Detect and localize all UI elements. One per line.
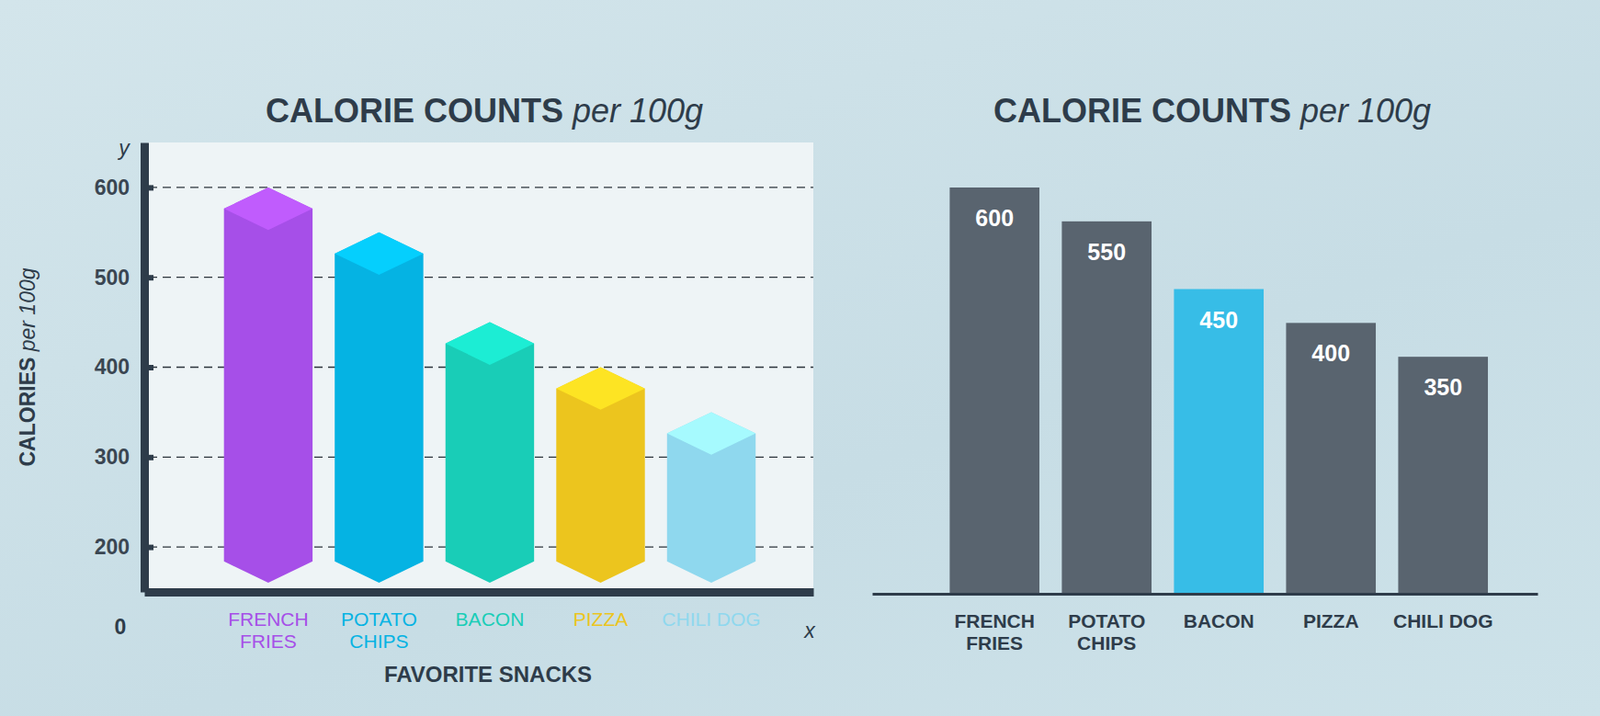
x-tick: POTATOCHIPS bbox=[340, 608, 418, 652]
y-tick: 600 bbox=[94, 175, 154, 200]
plot-background bbox=[147, 142, 814, 592]
data-label: 450 bbox=[1199, 306, 1238, 333]
annotation: 0 bbox=[114, 614, 127, 639]
tick-label-line: CHIPS bbox=[1077, 632, 1136, 654]
y-tick-mark bbox=[144, 274, 154, 281]
x-tick-label: POTATOCHIPS bbox=[340, 608, 418, 652]
chart-panel: CALORIE COUNTS per 100g FRENCHFRIES POTATO… bbox=[15, 91, 817, 687]
y-tick-label: 400 bbox=[94, 354, 130, 379]
x-tick: CHILI DOG bbox=[1393, 610, 1494, 632]
tick-label-line: POTATO bbox=[1067, 610, 1146, 632]
text-strong: CALORIE COUNTS bbox=[265, 91, 564, 130]
text-strong: CALORIE COUNTS bbox=[993, 91, 1292, 130]
data-label: 550 bbox=[1087, 238, 1126, 265]
y-tick-mark bbox=[144, 364, 154, 371]
chart-title: CALORIE COUNTS per 100g bbox=[993, 91, 1431, 130]
x-tick: PIZZA bbox=[573, 608, 629, 630]
x-tick-label: FRENCHFRIES bbox=[227, 608, 309, 652]
x-axis: FRENCHFRIES POTATOCHIPS BACON PIZZA CHILI DO… bbox=[873, 594, 1539, 655]
bar-cap bbox=[667, 411, 756, 454]
tick-label-line: FRIES bbox=[239, 630, 297, 652]
y-tick-mark bbox=[144, 454, 154, 461]
x-tick-label: FRENCHFRIES bbox=[953, 610, 1035, 654]
y-axis: 200 300 400 500 600 bbox=[94, 143, 154, 593]
y-tick: 400 bbox=[94, 354, 154, 379]
chart-canvas: CALORIE COUNTS per 100gFRENCHFRIESPOTATO… bbox=[0, 0, 1600, 716]
x-tick: FRENCHFRIES bbox=[227, 608, 309, 652]
bar-cap bbox=[556, 367, 645, 410]
x-tick: POTATOCHIPS bbox=[1067, 610, 1146, 654]
y-tick-label: 500 bbox=[94, 265, 130, 290]
tick-label-line: POTATO bbox=[340, 608, 418, 630]
bar bbox=[224, 187, 313, 583]
x-tick: BACON bbox=[1183, 610, 1255, 632]
tick-label-line: FRENCH bbox=[227, 608, 309, 630]
y-tick-label: 300 bbox=[94, 444, 130, 469]
bar-cap bbox=[224, 187, 313, 230]
text-italic: per 100g bbox=[563, 91, 704, 130]
x-tick-label: BACON bbox=[455, 608, 525, 630]
bar bbox=[667, 411, 756, 583]
y-tick-label: 200 bbox=[94, 534, 130, 559]
x-tick: PIZZA bbox=[1303, 610, 1360, 632]
x-tick-label: PIZZA bbox=[1303, 610, 1360, 632]
bar-cap bbox=[445, 322, 534, 365]
x-axis-line bbox=[145, 588, 815, 597]
tick-label-line: FRENCH bbox=[953, 610, 1035, 632]
text-italic: per 100g bbox=[1291, 91, 1431, 130]
bar bbox=[445, 322, 534, 583]
bar-cap bbox=[334, 232, 423, 275]
tick-label-line: FRIES bbox=[965, 632, 1023, 654]
data-label: 400 bbox=[1311, 340, 1351, 366]
y-tick-mark bbox=[144, 544, 154, 551]
x-axis-title: FAVORITE SNACKS bbox=[384, 661, 592, 687]
text-strong: CALORIES bbox=[15, 357, 40, 467]
y-tick: 500 bbox=[94, 265, 154, 290]
bar bbox=[1397, 356, 1488, 594]
annotation: x bbox=[803, 618, 817, 643]
y-tick: 200 bbox=[94, 534, 154, 559]
x-axis: FRENCHFRIES POTATOCHIPS BACON PIZZA CHILI DO… bbox=[145, 592, 815, 653]
annotation: y bbox=[116, 136, 131, 160]
tick-label-line: CHIPS bbox=[349, 630, 409, 652]
bar bbox=[1061, 221, 1152, 594]
bar bbox=[1285, 322, 1376, 594]
x-tick: BACON bbox=[455, 608, 525, 630]
chart-panel: CALORIE COUNTS per 100g 600 550 450 400 350 FR… bbox=[873, 91, 1539, 654]
bar bbox=[1173, 289, 1264, 595]
x-tick-label: CHILI DOG bbox=[1393, 610, 1494, 632]
bar bbox=[949, 187, 1040, 594]
x-tick-label: CHILI DOG bbox=[661, 608, 761, 630]
y-axis-title: CALORIES per 100g bbox=[15, 267, 40, 466]
x-tick-label: BACON bbox=[1183, 610, 1255, 632]
chart-title: CALORIE COUNTS per 100g bbox=[265, 91, 704, 130]
bars bbox=[224, 187, 757, 583]
y-tick-label: 600 bbox=[94, 175, 130, 200]
x-axis-line bbox=[873, 592, 1539, 596]
data-label: 600 bbox=[975, 204, 1014, 231]
x-tick-label: POTATOCHIPS bbox=[1067, 610, 1146, 654]
bar bbox=[334, 232, 423, 583]
x-tick: CHILI DOG bbox=[661, 608, 761, 630]
y-tick-mark bbox=[144, 184, 154, 191]
x-tick-label: PIZZA bbox=[573, 608, 629, 630]
data-label: 350 bbox=[1423, 374, 1463, 400]
bar bbox=[556, 367, 645, 584]
grid-line bbox=[148, 186, 814, 188]
y-tick: 300 bbox=[94, 444, 154, 469]
x-tick: FRENCHFRIES bbox=[953, 610, 1035, 654]
text-italic: per 100g bbox=[15, 267, 40, 357]
bars bbox=[949, 187, 1488, 594]
data-labels: 600 550 450 400 350 bbox=[975, 204, 1463, 400]
